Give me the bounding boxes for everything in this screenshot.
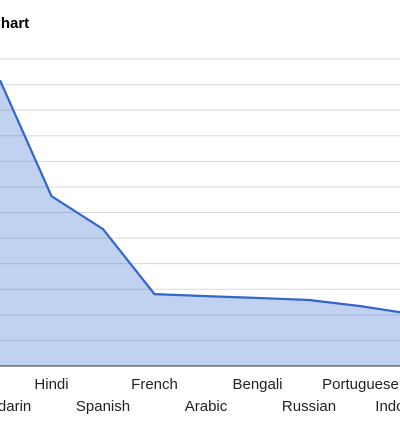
x-tick-label: Indonesian — [375, 398, 400, 415]
area-line — [0, 79, 400, 314]
x-tick-label: Hindi — [34, 376, 68, 393]
x-tick-label: French — [131, 376, 178, 393]
x-tick-label: Mandarin — [0, 398, 31, 415]
x-tick-label: Russian — [282, 398, 336, 415]
x-tick-label: Portuguese — [322, 376, 399, 393]
x-tick-label: Arabic — [185, 398, 228, 415]
x-tick-label: Spanish — [76, 398, 130, 415]
x-tick-label: Bengali — [232, 376, 282, 393]
area-fill — [0, 80, 400, 366]
chart-title: Chart — [0, 15, 29, 32]
